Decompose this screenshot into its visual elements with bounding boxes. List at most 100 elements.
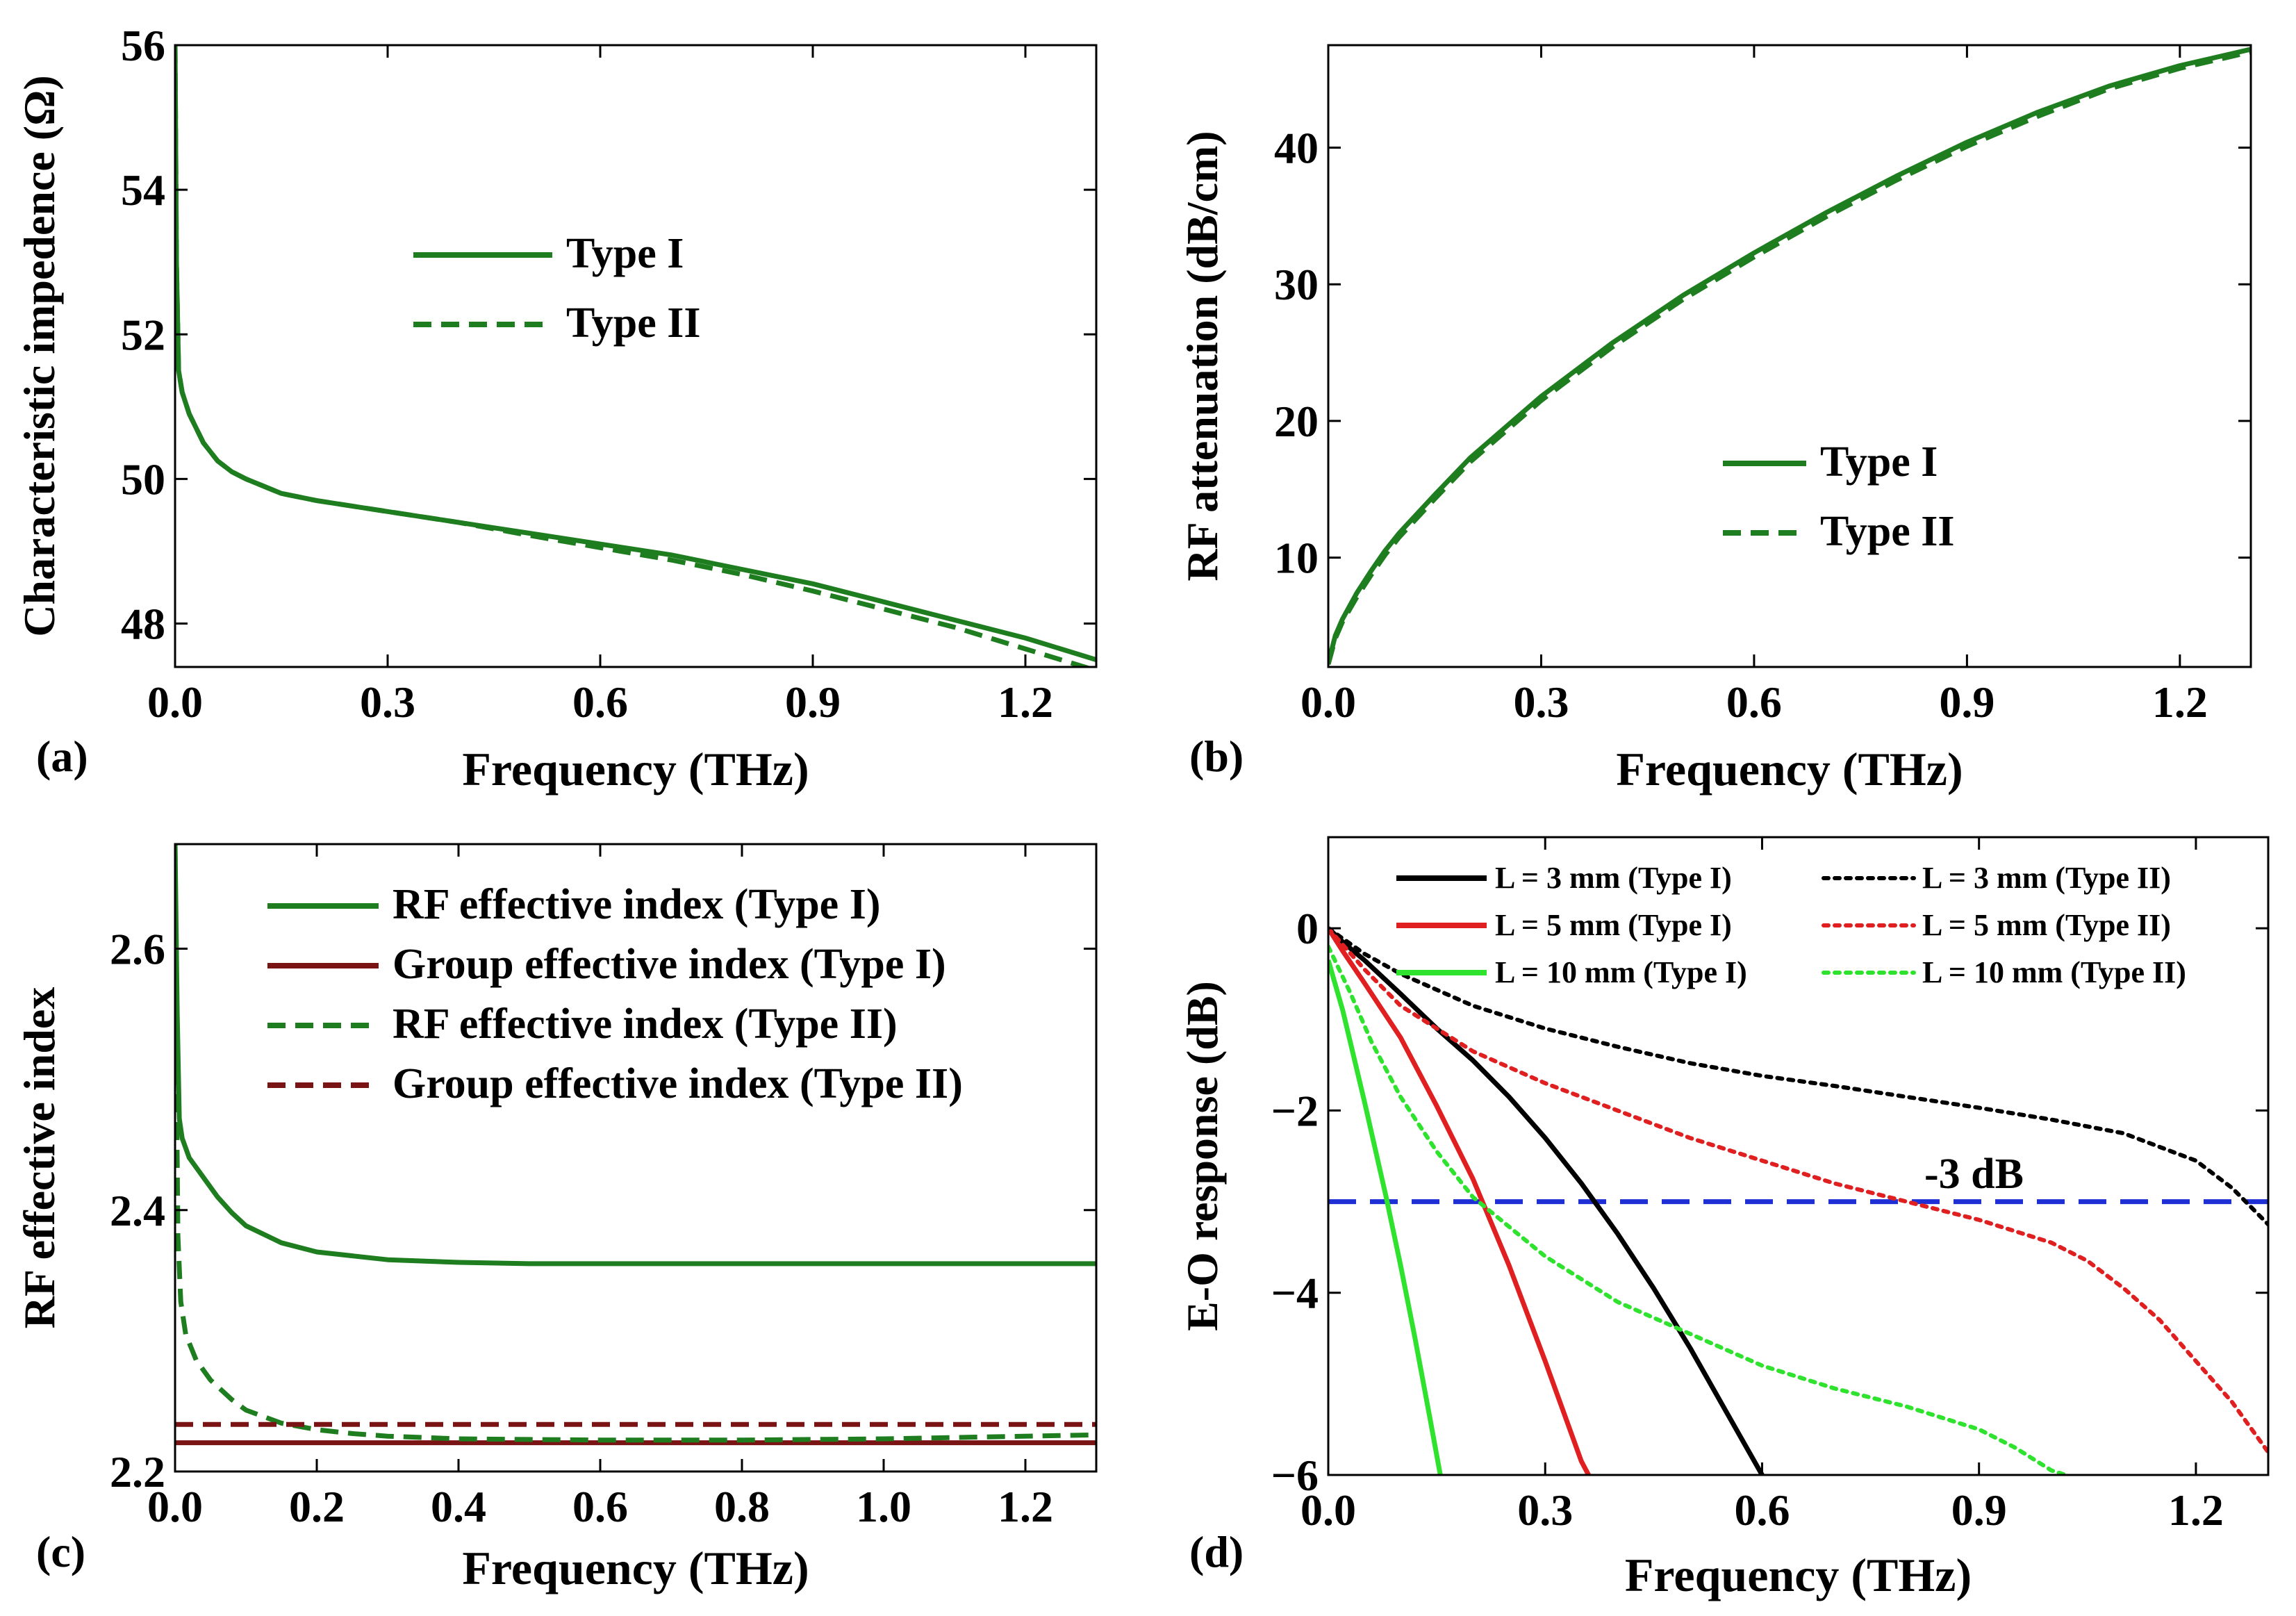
- x-axis-label: Frequency (THz): [462, 743, 809, 795]
- y-axis-label: E-O response (dB): [1178, 981, 1227, 1331]
- panel-label: (c): [36, 1527, 85, 1576]
- legend: Type I Type II: [413, 230, 701, 347]
- series-line-1: [175, 45, 1093, 667]
- x-axis-label: Frequency (THz): [462, 1542, 809, 1594]
- legend-label: Group effective index (Type II): [393, 1060, 963, 1107]
- plot-frame: [1327, 836, 2270, 1476]
- x-tick-label: 0.6: [572, 1482, 628, 1531]
- x-tick-label: 0.0: [147, 1482, 203, 1531]
- y-axis-ticks: 10 20 30 40: [1274, 124, 2251, 583]
- x-tick-label: 0.6: [1726, 677, 1782, 727]
- series-line-5: [1328, 944, 2068, 1475]
- series-line-0: [1328, 47, 2251, 663]
- x-axis-ticks: 0.0 0.3 0.6 0.9 1.2: [1300, 837, 2224, 1535]
- x-axis-label: Frequency (THz): [1625, 1549, 1972, 1601]
- legend-label: Type I: [566, 230, 684, 277]
- x-axis-ticks: 0.0 0.2 0.4 0.6 0.8 1.0 1.2: [147, 844, 1053, 1531]
- legend-label: RF effective index (Type I): [393, 881, 880, 928]
- x-tick-label: 0.3: [1513, 677, 1569, 727]
- x-tick-label: 0.8: [714, 1482, 770, 1531]
- panel-label: (d): [1189, 1527, 1244, 1576]
- legend: L = 3 mm (Type I) L = 5 mm (Type I) L = 10…: [1396, 861, 2186, 989]
- y-tick-label: 20: [1274, 397, 1319, 446]
- legend-label: L = 5 mm (Type I): [1495, 908, 1732, 942]
- plot-frame: [174, 44, 1098, 668]
- series-line-1: [1328, 927, 1591, 1475]
- y-tick-label: −6: [1271, 1451, 1319, 1500]
- y-tick-label: 30: [1274, 260, 1319, 309]
- x-axis-ticks: 0.0 0.3 0.6 0.9 1.2: [147, 45, 1053, 727]
- panel-b: 0.0 0.3 0.6 0.9 1.2 10 20 30 40 Frequency (THz) RF…: [1178, 44, 2252, 795]
- legend-label: L = 3 mm (Type I): [1495, 861, 1732, 895]
- legend-label: Type II: [1820, 508, 1955, 555]
- series-lines: [1328, 926, 2268, 1475]
- y-tick-label: 54: [121, 165, 165, 215]
- x-tick-label: 1.2: [2152, 677, 2208, 727]
- y-axis-ticks: 0 −2 −4 −6: [1271, 904, 2268, 1500]
- legend-label: Group effective index (Type I): [393, 941, 946, 988]
- series-lines: [175, 844, 1096, 1446]
- series-line-0: [175, 45, 1096, 662]
- x-tick-label: 0.0: [1300, 677, 1356, 727]
- y-tick-label: 2.4: [110, 1186, 165, 1235]
- panel-c: 0.0 0.2 0.4 0.6 0.8 1.0 1.2 2.2 2.4 2.6 Frequency …: [15, 843, 1098, 1594]
- legend: RF effective index (Type I) Group effecti…: [267, 881, 963, 1107]
- plot-frame: [174, 843, 1098, 1473]
- legend-label: L = 10 mm (Type I): [1495, 955, 1747, 989]
- panel-a: 0.0 0.3 0.6 0.9 1.2 48 50 52 54 56 Frequency (THz)…: [15, 21, 1098, 795]
- panel-d: 0.0 0.3 0.6 0.9 1.2 0 −2 −4 −6 Frequency (THz) E-O…: [1178, 836, 2270, 1601]
- plot-frame: [1327, 44, 2252, 668]
- y-axis-ticks: 2.2 2.4 2.6: [110, 925, 1096, 1497]
- x-tick-label: 0.3: [360, 677, 415, 727]
- x-tick-label: 1.0: [856, 1482, 911, 1531]
- legend-label: L = 3 mm (Type II): [1922, 861, 2171, 895]
- x-tick-label: 1.2: [2168, 1485, 2224, 1535]
- y-axis-label: RF attenuation (dB/cm): [1178, 131, 1227, 581]
- x-tick-label: 0.6: [572, 677, 628, 727]
- legend-label: RF effective index (Type II): [393, 1000, 898, 1048]
- x-tick-label: 0.6: [1734, 1485, 1790, 1535]
- x-tick-label: 0.2: [289, 1482, 345, 1531]
- annotation-minus-3db: -3 dB: [1924, 1151, 2024, 1198]
- x-tick-label: 1.2: [998, 1482, 1053, 1531]
- y-tick-label: 2.2: [110, 1447, 165, 1497]
- y-tick-label: 2.6: [110, 925, 165, 974]
- legend-label: L = 5 mm (Type II): [1922, 908, 2171, 942]
- y-tick-label: 50: [121, 454, 165, 504]
- y-tick-label: 40: [1274, 124, 1319, 173]
- series-line-1: [1328, 49, 2251, 666]
- x-tick-label: 0.9: [785, 677, 841, 727]
- series-lines: [1328, 47, 2251, 666]
- y-axis-label: RF effective index: [15, 987, 64, 1329]
- x-tick-label: 0.3: [1517, 1485, 1573, 1535]
- legend: Type I Type II: [1723, 438, 1955, 555]
- y-tick-label: −2: [1271, 1086, 1319, 1135]
- series-line-4: [1328, 926, 2268, 1455]
- series-line-0: [175, 844, 1096, 1267]
- y-tick-label: 56: [121, 21, 165, 70]
- legend-label: Type II: [566, 299, 701, 347]
- y-axis-ticks: 48 50 52 54 56: [121, 21, 1096, 649]
- x-tick-label: 0.4: [431, 1482, 486, 1531]
- series-line-0: [1328, 926, 1765, 1475]
- x-tick-label: 0.9: [1951, 1485, 2007, 1535]
- x-tick-label: 0.0: [1300, 1485, 1356, 1535]
- x-axis-ticks: 0.0 0.3 0.6 0.9 1.2: [1300, 45, 2208, 727]
- x-axis-label: Frequency (THz): [1616, 743, 1963, 795]
- x-tick-label: 0.9: [1939, 677, 1994, 727]
- series-lines: [175, 45, 1096, 667]
- legend-label: L = 10 mm (Type II): [1922, 955, 2186, 989]
- panel-label: (b): [1189, 732, 1244, 781]
- y-axis-label: Characteristic impedence (Ω): [15, 75, 64, 636]
- series-line-3: [1328, 926, 2268, 1227]
- x-tick-label: 0.0: [147, 677, 203, 727]
- y-tick-label: 48: [121, 600, 165, 649]
- y-tick-label: 52: [121, 310, 165, 359]
- y-tick-label: 0: [1296, 904, 1319, 953]
- x-tick-label: 1.2: [998, 677, 1053, 727]
- series-line-2: [1328, 959, 1443, 1475]
- series-line-2: [175, 844, 1096, 1443]
- panel-label: (a): [36, 732, 88, 781]
- y-tick-label: 10: [1274, 534, 1319, 583]
